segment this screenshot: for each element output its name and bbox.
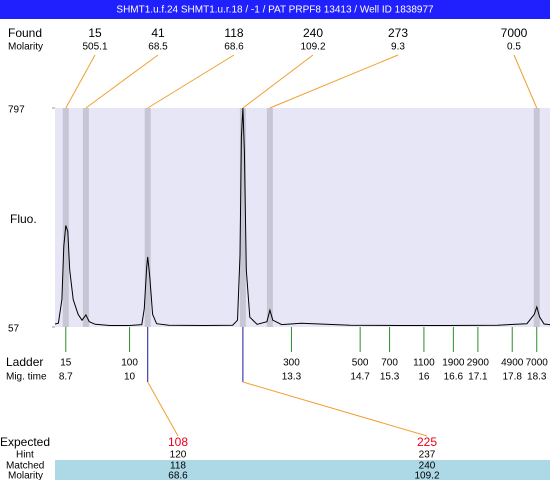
found-molarity: 68.6 <box>224 42 244 53</box>
found-band <box>62 108 69 327</box>
found-connector <box>242 54 314 109</box>
found-size: 240 <box>303 26 323 40</box>
expected-molarity: 68.6 <box>168 471 188 480</box>
trace-line <box>54 107 550 327</box>
y-tick-label: 797 <box>8 105 25 116</box>
ladder-size: 2900 <box>467 358 490 369</box>
found-molarity: 109.2 <box>300 42 325 53</box>
migtime-label: Mig. time <box>6 372 47 383</box>
found-molarity: 0.5 <box>507 42 521 53</box>
found-size: 41 <box>151 26 165 40</box>
title: SHMT1.u.f.24 SHMT1.u.r.18 / -1 / PAT PRP… <box>116 5 434 16</box>
ladder-size: 500 <box>352 358 369 369</box>
found-molarity: 9.3 <box>391 42 405 53</box>
ladder-size: 4900 <box>501 358 524 369</box>
found-size: 7000 <box>501 26 528 40</box>
hint-value: 120 <box>170 450 187 461</box>
found-size: 118 <box>224 26 243 40</box>
expected-connector <box>242 381 428 437</box>
matched-band <box>55 460 550 480</box>
ladder-migtime: 13.3 <box>282 372 302 383</box>
matched-label: Matched <box>6 461 44 472</box>
ladder-size: 700 <box>381 358 398 369</box>
expected-value: 225 <box>417 435 437 449</box>
expected-molarity: 109.2 <box>414 471 439 480</box>
title-bar <box>0 0 550 19</box>
ladder-size: 1900 <box>442 358 465 369</box>
found-size: 15 <box>88 26 102 40</box>
ladder-migtime: 17.8 <box>502 372 522 383</box>
found-molarity: 505.1 <box>82 42 107 53</box>
matched-value: 118 <box>170 461 186 472</box>
ladder-migtime: 18.3 <box>527 372 547 383</box>
hint-label: Hint <box>16 450 34 461</box>
y-axis-label: Fluo. <box>10 212 37 226</box>
expected-connector <box>147 381 179 437</box>
ladder-migtime: 17.1 <box>468 372 488 383</box>
ladder-migtime: 16.6 <box>444 372 464 383</box>
found-connector <box>269 54 399 109</box>
hint-value: 237 <box>419 450 436 461</box>
matched-value: 240 <box>419 461 436 472</box>
expected-value: 108 <box>168 435 188 449</box>
found-connector <box>513 54 538 109</box>
found-size: 273 <box>388 26 408 40</box>
ladder-migtime: 14.7 <box>350 372 370 383</box>
ladder-size: 300 <box>283 358 300 369</box>
ladder-migtime: 15.3 <box>380 372 400 383</box>
ladder-size: 1100 <box>413 358 435 369</box>
ladder-size: 15 <box>60 358 72 369</box>
found-band <box>82 108 89 327</box>
found-band <box>144 108 151 327</box>
expected-label: Expected <box>0 435 50 449</box>
ladder-migtime: 16 <box>418 372 430 383</box>
ladder-migtime: 8.7 <box>59 372 73 383</box>
found-molarity: 68.5 <box>148 42 168 53</box>
found-connector <box>147 54 235 109</box>
expected-molarity-label: Molarity <box>8 471 43 480</box>
found-connector <box>65 54 96 109</box>
found-band <box>239 108 246 327</box>
found-molarity-label: Molarity <box>8 42 43 53</box>
plot-area <box>55 108 550 327</box>
found-connector <box>85 54 159 109</box>
ladder-migtime: 10 <box>124 372 136 383</box>
found-band <box>266 108 273 327</box>
ladder-size: 100 <box>121 358 138 369</box>
found-band <box>533 108 540 327</box>
ladder-size: 7000 <box>526 358 549 369</box>
ladder-label: Ladder <box>6 355 43 369</box>
y-tick-label: 57 <box>8 324 20 335</box>
found-label: Found <box>8 26 42 40</box>
